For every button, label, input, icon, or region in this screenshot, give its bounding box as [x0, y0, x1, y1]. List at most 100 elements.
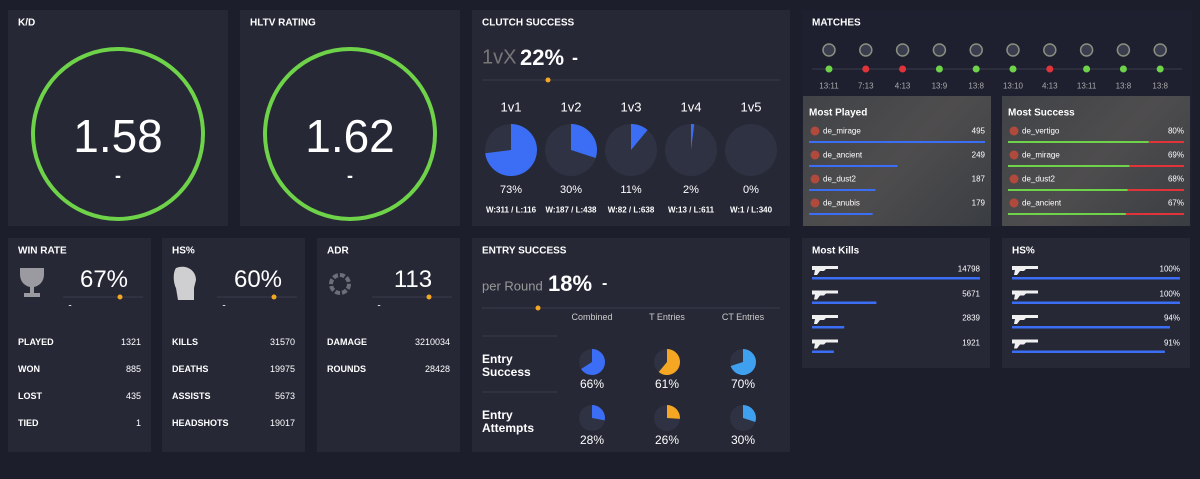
- weapon-bar: [812, 350, 834, 353]
- clutch-panel: CLUTCH SUCCESS 1vX 22% - 1v1 73% W:311 / L:116…: [472, 10, 790, 226]
- weapon-value: 2839: [962, 313, 980, 323]
- success-bar: [1008, 141, 1149, 143]
- rank-badge: [859, 43, 873, 57]
- column-header: Combined: [571, 312, 613, 322]
- stat-label: PLAYED: [18, 337, 54, 347]
- change: -: [68, 300, 72, 312]
- weapon-bar: [1012, 277, 1180, 280]
- failure-bar: [1148, 141, 1184, 143]
- pie-slice: [743, 405, 756, 423]
- map-name: de_ancient: [1022, 198, 1062, 208]
- weapon-icon: [1012, 315, 1038, 324]
- clutch-record: W:82 / L:638: [607, 205, 655, 215]
- stat-label: DAMAGE: [327, 337, 367, 347]
- trophy-icon: [20, 268, 44, 297]
- map-icon: [1009, 150, 1019, 160]
- indicator: [545, 77, 551, 83]
- panel-graphics: [31, 47, 205, 221]
- weapon-icon: [812, 266, 838, 275]
- clutch-record: W:13 / L:611: [667, 205, 715, 215]
- map-icon: [1009, 174, 1019, 184]
- kd-panel: K/D 1.58 -: [8, 10, 228, 226]
- panel-graphics: [173, 266, 297, 300]
- clutch-record: W:311 / L:116: [485, 205, 537, 215]
- stat-label: ASSISTS: [172, 391, 211, 401]
- entry-pct: 30%: [730, 433, 756, 447]
- map-value: 68%: [1167, 174, 1184, 184]
- indicator: [535, 305, 541, 311]
- result-dot: [825, 65, 833, 73]
- pie-slice: [691, 124, 695, 150]
- entry-pct: 70%: [730, 377, 756, 391]
- list-title: Most Success: [1008, 107, 1075, 119]
- rank-badge: [1043, 43, 1057, 57]
- weapon-value: 100%: [1159, 264, 1180, 274]
- gauge-ring: [31, 47, 205, 221]
- indicator: [271, 294, 277, 300]
- panel-graphics: [482, 305, 780, 431]
- stat-label: DEATHS: [172, 364, 209, 374]
- panel-title: HLTV RATING: [250, 17, 316, 29]
- match-score: 13:8: [1152, 81, 1168, 91]
- count-bar: [809, 141, 985, 143]
- weapon-bar: [1012, 301, 1180, 304]
- headline-value: 18%: [548, 271, 593, 296]
- weapon-value: 5671: [962, 289, 980, 298]
- weapon-icon: [812, 290, 838, 300]
- map-name: de_ancient: [823, 150, 863, 160]
- result-dot: [862, 65, 870, 73]
- match-score: 13:8: [1115, 81, 1132, 91]
- rank-badge: [1079, 43, 1094, 57]
- stat-value: 67%: [79, 266, 129, 293]
- map-name: de_mirage: [823, 126, 861, 136]
- change: -: [115, 165, 121, 186]
- panel-graphics: [1002, 96, 1190, 226]
- match-score: 13:11: [1076, 81, 1097, 91]
- most_kills-panel: Most Kills 14798 5671 2839 1921: [802, 238, 990, 368]
- rank-badge: [1153, 43, 1167, 57]
- map-icon: [810, 198, 820, 208]
- pie-background: [725, 124, 777, 176]
- panel-graphics: [812, 43, 1182, 73]
- change: -: [377, 300, 381, 312]
- clutch-record: W:187 / L:438: [545, 205, 597, 215]
- clutch-pct: 73%: [499, 184, 523, 196]
- stat-label: TIED: [18, 418, 39, 428]
- map-name: de_dust2: [1022, 174, 1055, 184]
- failure-bar: [1125, 213, 1184, 215]
- map-icon: [810, 174, 820, 184]
- pie-slice: [581, 349, 605, 375]
- result-dot: [1046, 65, 1054, 73]
- stat-label: HEADSHOTS: [172, 418, 229, 428]
- map-name: de_anubis: [823, 198, 860, 208]
- result-dot: [935, 65, 943, 73]
- entry-pct: 66%: [579, 377, 605, 391]
- weapon_hs-panel: HS% 100% 100% 94% 91%: [1002, 238, 1190, 368]
- match-score: 4:13: [1042, 81, 1058, 91]
- map-name: de_mirage: [1022, 150, 1060, 160]
- map-value: 80%: [1167, 126, 1184, 136]
- map-icon: [1009, 198, 1019, 208]
- weapon-value: 14798: [957, 264, 980, 274]
- stat-number: 19017: [269, 418, 295, 428]
- weapon-bar: [812, 326, 845, 329]
- map-value: 179: [971, 198, 985, 208]
- clutch-label: 1v2: [560, 99, 582, 115]
- big-value: 1.62: [305, 110, 395, 162]
- match-score: 4:13: [894, 81, 911, 91]
- map-icon: [810, 126, 820, 136]
- change: -: [347, 165, 353, 186]
- stat-value: 60%: [233, 266, 283, 293]
- stat-label: WON: [18, 364, 40, 374]
- map-icon: [1009, 126, 1019, 136]
- rating-panel: HLTV RATING 1.62 -: [240, 10, 460, 226]
- weapon-bar: [1012, 326, 1170, 329]
- entry-panel: ENTRY SUCCESS per Round 18% - Combined T Entr…: [472, 238, 790, 452]
- overlay: [803, 96, 991, 226]
- clutch-label: 1v1: [500, 99, 522, 115]
- most_success-panel: Most Success de_vertigo 80% de_mirage 69% de_…: [1002, 96, 1190, 226]
- gauge-ring: [263, 47, 437, 221]
- stat-label: LOST: [18, 391, 42, 401]
- column-header: CT Entries: [721, 312, 765, 322]
